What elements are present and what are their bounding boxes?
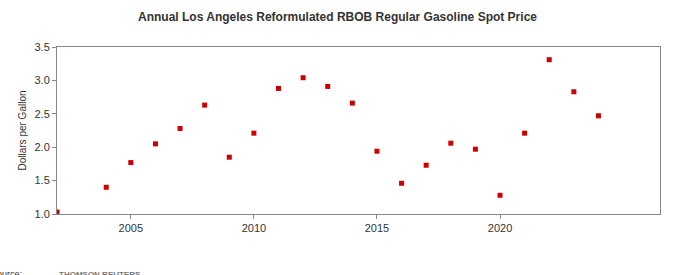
svg-text:2.5: 2.5 bbox=[35, 108, 50, 120]
svg-text:3.0: 3.0 bbox=[35, 74, 50, 86]
svg-text:2020: 2020 bbox=[488, 222, 512, 234]
svg-text:2005: 2005 bbox=[119, 222, 143, 234]
svg-text:Source:: Source: bbox=[0, 269, 22, 275]
svg-text:3.5: 3.5 bbox=[35, 41, 50, 53]
svg-text:2010: 2010 bbox=[242, 222, 266, 234]
svg-text:1.5: 1.5 bbox=[35, 174, 50, 186]
svg-text:2.0: 2.0 bbox=[35, 141, 50, 153]
svg-text:1.0: 1.0 bbox=[35, 208, 50, 220]
svg-text:Annual Los Angeles Reformulate: Annual Los Angeles Reformulated RBOB Reg… bbox=[138, 10, 537, 24]
svg-text:Dollars per Gallon: Dollars per Gallon bbox=[17, 90, 28, 170]
svg-text:2015: 2015 bbox=[365, 222, 389, 234]
svg-text:THOMSON REUTERS: THOMSON REUTERS bbox=[59, 270, 141, 275]
